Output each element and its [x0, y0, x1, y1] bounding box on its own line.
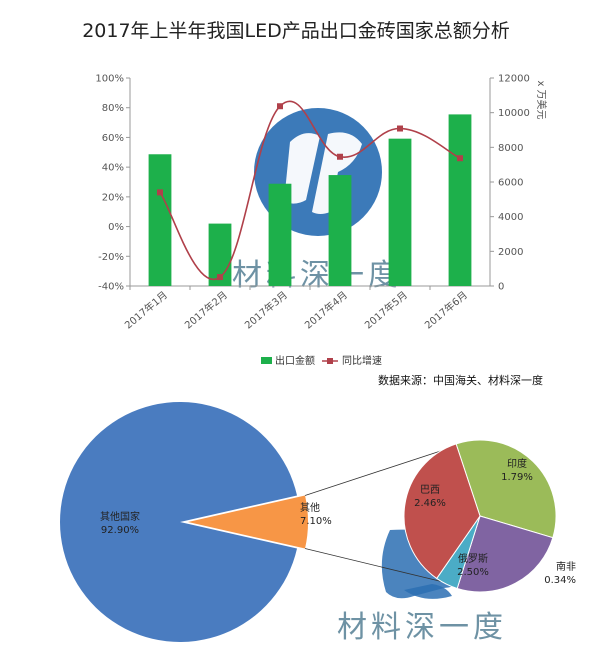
right-tick-label: 6000 — [498, 178, 523, 189]
x-tick-label: 2017年2月 — [182, 288, 230, 331]
line-series — [157, 100, 463, 281]
legend-marker-line — [327, 358, 333, 364]
pie-label-other-name: 其他 — [300, 501, 320, 514]
legend-label-line: 同比增速 — [342, 354, 382, 367]
combo-chart: 材料深一度 100% 80% 60% 40% 20% 0% -20% -40% 12000 10… — [95, 74, 548, 388]
left-tick-label: 60% — [102, 133, 124, 144]
left-tick-label: 100% — [95, 74, 124, 85]
line-marker — [217, 274, 223, 281]
pie-breakdown — [403, 439, 557, 593]
breakdown-label-value: 2.50% — [457, 567, 489, 578]
breakdown-label-name: 南非 — [556, 560, 576, 573]
right-tick-label: 8000 — [498, 143, 523, 154]
left-tick-label: 40% — [102, 163, 124, 174]
legend-label-bar: 出口金额 — [275, 354, 315, 367]
breakdown-label-name: 印度 — [507, 457, 527, 470]
left-tick-label: 80% — [102, 103, 124, 114]
left-axis-ticks: 100% 80% 60% 40% 20% 0% -20% -40% — [95, 74, 130, 293]
line-marker — [457, 155, 463, 162]
legend: 出口金额 同比增速 — [261, 354, 382, 367]
breakdown-label-name: 俄罗斯 — [458, 552, 488, 565]
pie-label-other-value: 7.10% — [300, 516, 332, 527]
left-tick-label: -20% — [98, 252, 124, 263]
x-tick-label: 2017年5月 — [362, 288, 410, 331]
right-tick-label: 4000 — [498, 212, 523, 223]
bar — [448, 114, 472, 287]
watermark-text-bottom: 材料深一度 — [337, 610, 507, 645]
line-marker — [397, 125, 403, 132]
pie-label-main-name: 其他国家 — [100, 510, 140, 523]
breakdown-label-name: 巴西 — [420, 484, 440, 496]
pie-label-main-value: 92.90% — [101, 525, 139, 536]
line-marker — [157, 189, 163, 196]
breakdown-slice — [456, 515, 554, 593]
line-marker — [277, 103, 283, 110]
connector-line — [304, 548, 461, 587]
pie-main — [60, 402, 308, 642]
right-tick-label: 10000 — [498, 108, 530, 119]
left-tick-label: 0% — [108, 222, 124, 233]
legend-swatch-bar — [261, 357, 272, 364]
right-axis-ticks: 12000 10000 8000 6000 4000 2000 0 — [490, 74, 530, 293]
breakdown-slice — [403, 443, 481, 580]
right-tick-label: 12000 — [498, 74, 530, 85]
left-tick-label: 20% — [102, 192, 124, 203]
bar — [268, 183, 292, 286]
breakdown-slice — [455, 439, 557, 539]
pie-slice — [60, 402, 298, 642]
bar — [388, 138, 412, 286]
watermark-text-top: 材料深一度 — [232, 258, 402, 293]
pie-chart: 其他国家 92.90% 其他 7.10% 巴西 2.46% 印度 1.79% 南非 0.34% 俄罗… — [60, 402, 576, 645]
x-tick-label: 2017年4月 — [302, 288, 350, 331]
breakdown-label-value: 1.79% — [501, 472, 533, 483]
bar — [148, 154, 172, 286]
left-tick-label: -40% — [98, 282, 124, 293]
x-tick-label: 2017年1月 — [122, 288, 170, 331]
right-tick-label: 0 — [498, 282, 504, 293]
bar — [328, 175, 352, 286]
x-tick-label: 2017年3月 — [242, 288, 290, 331]
right-tick-label: 2000 — [498, 247, 523, 258]
breakdown-label-value: 0.34% — [544, 575, 576, 586]
pie-labels: 其他国家 92.90% 其他 7.10% 巴西 2.46% 印度 1.79% 南非 0.34% 俄罗… — [100, 457, 576, 586]
x-tick-label: 2017年6月 — [422, 288, 470, 331]
breakdown-label-value: 2.46% — [414, 498, 446, 509]
chart-title: 2017年上半年我国LED产品出口金砖国家总额分析 — [82, 20, 510, 42]
right-axis-label: x 万美元 — [535, 80, 548, 119]
line-marker — [337, 153, 343, 160]
bar-series — [148, 114, 472, 287]
pie-slice — [188, 495, 308, 549]
source-note: 数据来源：中国海关、材料深一度 — [378, 373, 543, 387]
